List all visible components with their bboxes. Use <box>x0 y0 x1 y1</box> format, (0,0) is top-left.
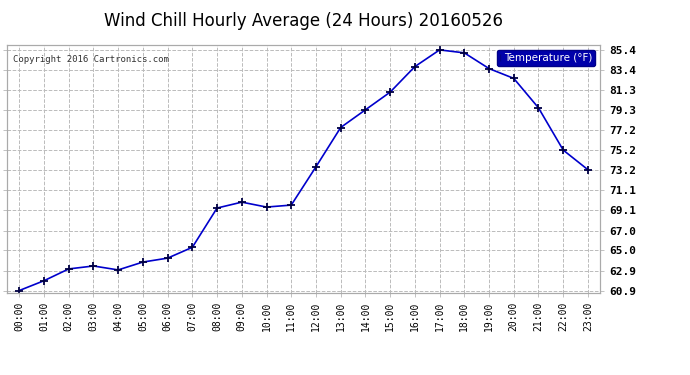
Text: Copyright 2016 Cartronics.com: Copyright 2016 Cartronics.com <box>13 55 169 64</box>
Legend: Temperature (°F): Temperature (°F) <box>497 50 595 66</box>
Text: Wind Chill Hourly Average (24 Hours) 20160526: Wind Chill Hourly Average (24 Hours) 201… <box>104 12 503 30</box>
